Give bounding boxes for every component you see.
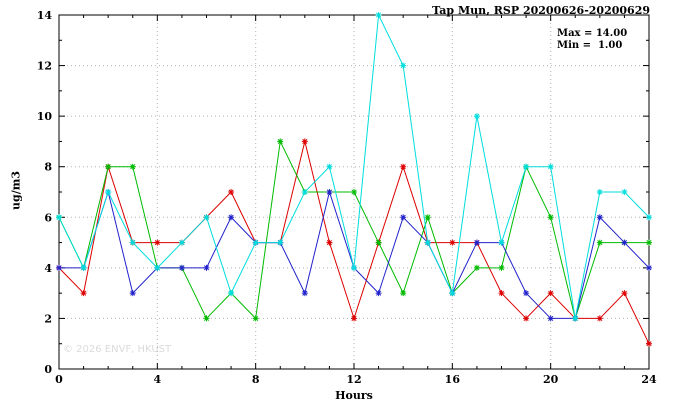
x-tick-label: 20 (543, 373, 559, 386)
y-tick-label: 0 (44, 363, 52, 376)
marker (375, 290, 382, 297)
marker (154, 239, 161, 246)
marker (498, 290, 505, 297)
marker (129, 163, 136, 170)
marker (646, 340, 652, 347)
marker (80, 264, 87, 271)
x-tick-label: 8 (252, 373, 260, 386)
marker (621, 189, 628, 195)
y-tick-label: 8 (44, 161, 52, 174)
marker (473, 264, 480, 271)
marker (105, 189, 112, 195)
y-axis-label: ug/m3 (9, 171, 23, 210)
chart-series-4 (56, 12, 652, 322)
marker (301, 138, 308, 145)
marker (301, 189, 308, 195)
marker (547, 290, 554, 297)
marker (375, 12, 382, 18)
marker (400, 290, 407, 297)
x-axis-label: Hours (335, 389, 373, 402)
marker (351, 264, 357, 271)
marker (547, 315, 554, 322)
marker (375, 239, 382, 246)
marker (596, 189, 603, 195)
chart-series-2 (56, 138, 652, 322)
x-tick-label: 4 (154, 373, 162, 386)
marker (547, 214, 554, 221)
y-tick-label: 2 (44, 312, 52, 325)
marker (277, 239, 284, 246)
marker (56, 214, 62, 221)
marker (473, 239, 480, 246)
marker (326, 239, 333, 246)
marker (424, 239, 431, 246)
y-tick-label: 14 (37, 9, 53, 22)
min-value: Min = 1.00 (557, 40, 623, 51)
marker (129, 290, 136, 297)
plot-border (58, 14, 650, 370)
watermark: © 2026 ENVF, HKUST (63, 344, 172, 355)
marker (547, 163, 554, 170)
max-value: Max = 14.00 (557, 28, 628, 39)
marker (301, 290, 308, 297)
x-tick-label: 16 (445, 373, 461, 386)
x-tick-label: 0 (55, 373, 63, 386)
marker (572, 315, 579, 322)
marker (646, 214, 652, 221)
marker (154, 264, 161, 271)
marker (400, 62, 407, 69)
marker (596, 239, 603, 246)
marker (400, 214, 407, 221)
marker (523, 163, 530, 170)
marker (400, 163, 407, 170)
marker (228, 189, 235, 195)
marker (56, 264, 62, 271)
marker (252, 315, 259, 322)
marker (621, 290, 628, 297)
marker (646, 264, 652, 271)
y-tick-label: 4 (44, 262, 52, 275)
y-tick-label: 10 (37, 110, 53, 123)
marker (203, 315, 210, 322)
marker (449, 290, 456, 297)
marker (351, 189, 357, 195)
chart-title: Tap Mun, RSP 20200626-20200629 (432, 4, 650, 17)
marker (646, 239, 652, 246)
x-tick-label: 12 (346, 373, 361, 386)
marker (326, 163, 333, 170)
marker (129, 239, 136, 246)
y-tick-label: 12 (37, 60, 52, 73)
marker (596, 315, 603, 322)
marker (178, 239, 185, 246)
marker (449, 239, 456, 246)
marker (228, 214, 235, 221)
marker (596, 214, 603, 221)
marker (105, 163, 112, 170)
y-tick-label: 6 (44, 211, 52, 224)
marker (80, 290, 87, 297)
marker (621, 239, 628, 246)
marker (351, 315, 357, 322)
marker (228, 290, 235, 297)
marker (252, 239, 259, 246)
marker (277, 138, 284, 145)
marker (203, 214, 210, 221)
marker (523, 315, 530, 322)
marker (523, 290, 530, 297)
marker (498, 239, 505, 246)
marker (424, 214, 431, 221)
maxmin-annotation: Max = 14.00 Min = 1.00 (557, 28, 627, 52)
marker (498, 264, 505, 271)
marker (326, 189, 333, 195)
marker (178, 264, 185, 271)
x-tick-label: 24 (641, 373, 657, 386)
marker (473, 113, 480, 120)
marker (203, 264, 210, 271)
